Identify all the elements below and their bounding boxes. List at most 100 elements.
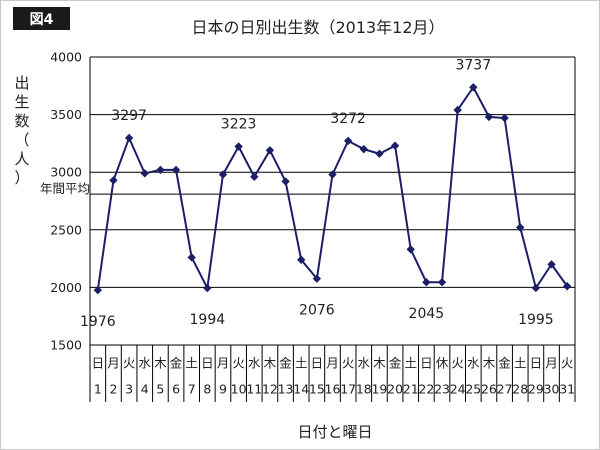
day-label: 7 [188,382,196,397]
day-label: 11 [246,382,262,397]
y-axis-label-char: ） [14,169,29,187]
category-table: 日月火水木金土日月火水木金土日月火水木金土日休火水木金土日月火1 2 3 4 5 6 7 8 9… [89,345,576,402]
weekday-label: 火 [123,356,136,371]
day-label: 29 [528,382,544,397]
y-axis-label-char: 数 [14,112,29,130]
data-point-marker [437,278,447,287]
day-label: 24 [450,382,466,397]
day-label: 5 [156,382,164,397]
weekday-label: 木 [264,356,277,371]
weekday-label: 木 [483,356,496,371]
chart-title: 日本の日別出生数（2013年12月） [191,18,444,37]
weekday-label: 土 [295,356,308,371]
y-axis-label-char: 人 [14,150,29,168]
data-point-marker [203,283,212,293]
weekday-label: 水 [467,356,480,371]
data-point-marker [156,165,165,175]
data-point-marker [171,165,181,175]
day-label: 27 [497,382,513,397]
weekday-label: 日 [311,356,324,371]
data-point-marker [124,133,134,143]
data-label: 3272 [330,111,366,127]
weekday-label: 金 [170,356,183,371]
weekday-label: 土 [185,356,198,371]
weekday-label: 金 [498,356,511,371]
data-point-marker [500,113,509,123]
day-label: 25 [465,382,481,397]
day-label: 22 [418,382,434,397]
weekday-label: 水 [358,356,371,371]
weekday-label: 月 [107,356,120,371]
data-point-marker [422,278,431,287]
weekday-label: 水 [139,356,152,371]
day-label: 26 [481,382,497,397]
data-point-marker [281,177,290,186]
weekday-label: 月 [217,356,230,371]
day-label: 10 [231,382,247,397]
data-point-marker [375,149,384,158]
day-label: 18 [356,382,372,397]
weekday-label: 金 [389,356,402,371]
data-point-marker [359,144,368,154]
data-point-marker [406,245,415,254]
weekday-label: 日 [530,356,543,371]
data-point-marker [547,260,556,269]
data-label: 3223 [221,117,257,133]
data-point-marker [297,255,306,264]
y-tick-label: 3000 [50,165,82,180]
day-label: 15 [309,382,325,397]
data-label: 1976 [80,314,116,330]
data-point-marker [265,146,275,155]
y-axis-ticks: 1500 2000 2500 3000 3500 4000 [50,50,82,353]
average-line-label: 年間平均 [40,181,90,196]
weekday-label: 日 [92,356,105,371]
day-label: 16 [325,382,341,397]
day-label: 12 [262,382,278,397]
data-point-marker [390,141,400,150]
y-tick-label: 3500 [50,107,82,122]
data-point-marker [469,83,478,92]
weekday-label: 金 [279,356,292,371]
data-label: 3737 [455,57,491,73]
day-label: 17 [340,382,356,397]
data-point-marker [531,283,541,293]
y-axis-label-char: 出 [14,74,29,92]
data-labels: 1976 3297 1994 3223 2076 3272 2045 3737 1995 [80,57,554,330]
day-label: 9 [219,382,227,397]
data-label: 3297 [111,108,147,124]
weekday-label: 土 [404,356,417,371]
weekday-label: 休 [436,356,449,371]
data-point-marker [234,142,243,151]
data-point-marker [312,274,322,283]
x-axis-label: 日付と曜日 [297,423,372,441]
day-label: 13 [278,382,294,397]
day-label: 8 [203,382,211,397]
day-label: 19 [371,382,387,397]
y-tick-label: 2500 [50,222,82,237]
data-point-marker [484,112,494,122]
day-label: 4 [141,382,149,397]
average-line-group: 年間平均 [40,181,575,196]
y-axis-label-char: 生 [14,93,29,111]
day-label: 6 [172,382,180,397]
y-tick-label: 2000 [50,280,82,295]
day-label: 23 [434,382,450,397]
day-label: 3 [125,382,133,397]
day-label: 2 [109,382,117,397]
data-point-marker [343,136,353,146]
data-point-marker [218,170,228,179]
weekday-label: 日 [201,356,214,371]
weekday-label: 水 [248,356,261,371]
weekday-label: 火 [342,356,355,371]
series-births [93,83,572,295]
data-point-marker [250,172,259,182]
y-tick-label: 4000 [50,50,82,65]
data-point-marker [453,105,462,115]
weekday-label: 火 [561,356,574,371]
weekday-label: 木 [373,356,386,371]
data-label: 2045 [409,306,445,322]
weekday-label: 火 [232,356,245,371]
day-label: 1 [94,382,102,397]
